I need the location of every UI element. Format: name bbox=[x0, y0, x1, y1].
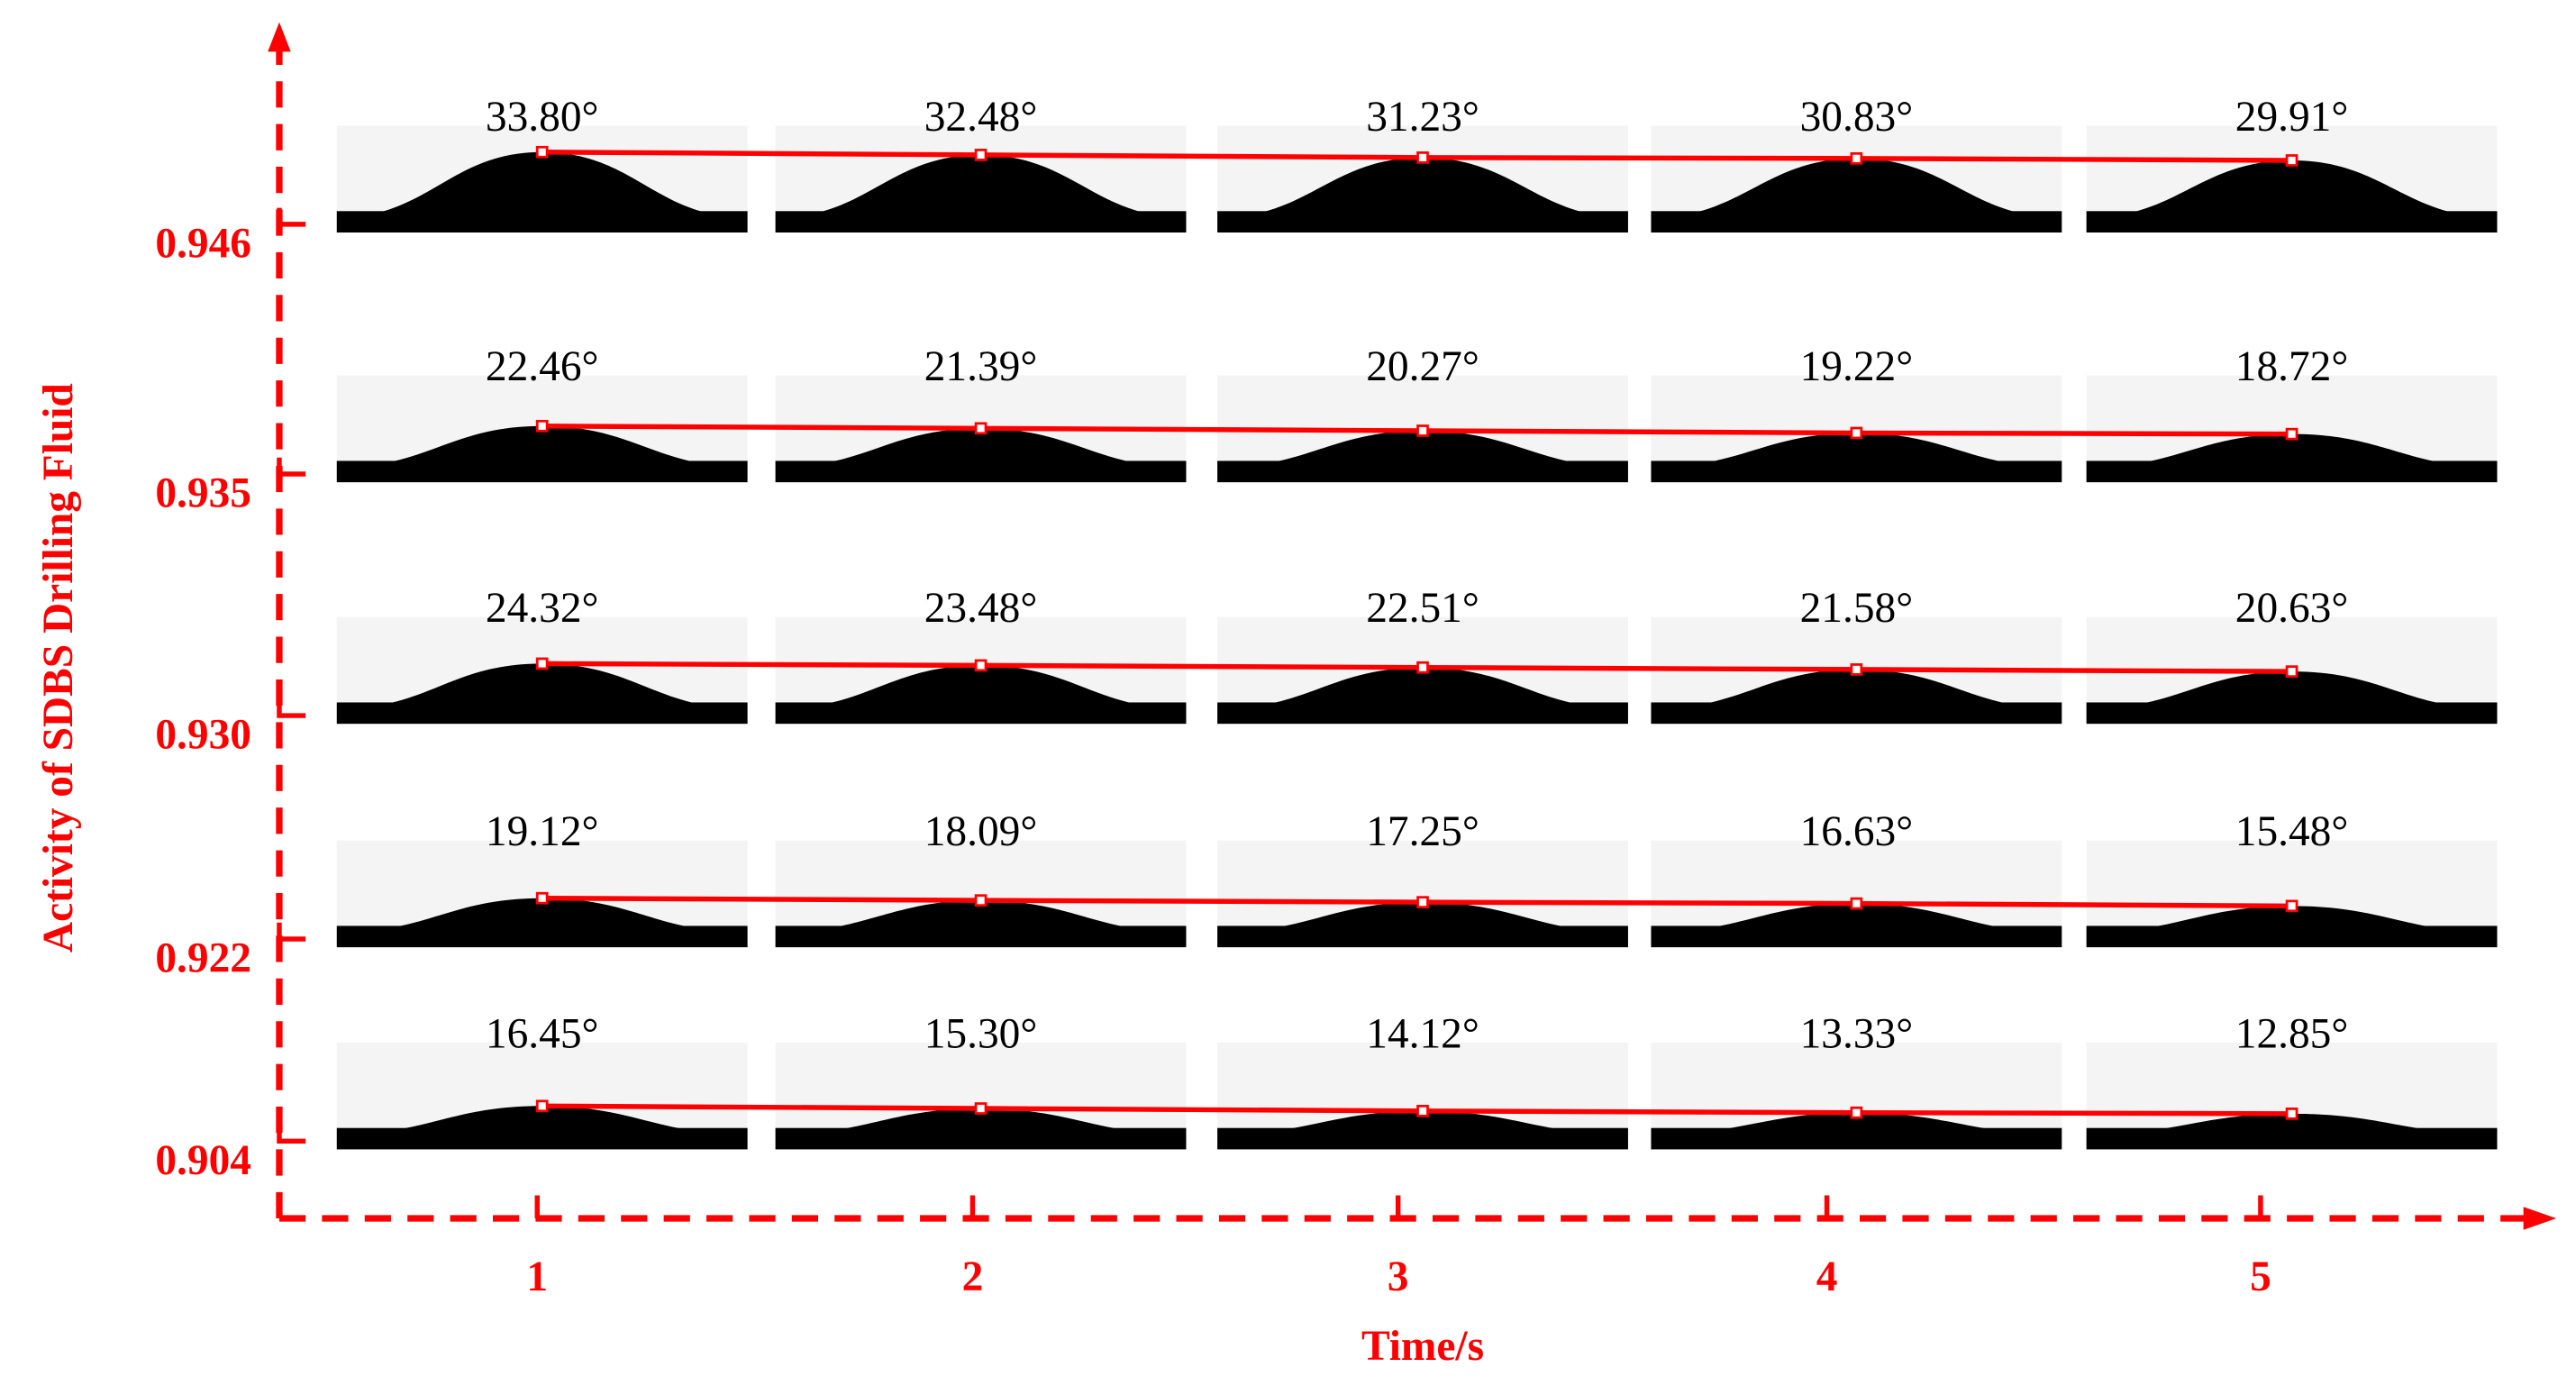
angle-label: 23.48° bbox=[924, 585, 1038, 632]
apex-marker bbox=[2285, 665, 2298, 678]
y-tick-label: 0.930 bbox=[155, 712, 251, 759]
apex-marker bbox=[1416, 151, 1429, 164]
droplet bbox=[1651, 903, 2062, 933]
droplet bbox=[336, 898, 748, 933]
x-axis-label: Time/s bbox=[1361, 1323, 1484, 1370]
droplet bbox=[775, 154, 1187, 218]
apex-marker bbox=[1850, 663, 1863, 676]
apex-marker bbox=[974, 422, 988, 435]
x-tick-label: 3 bbox=[1388, 1254, 1409, 1300]
x-tick-label: 2 bbox=[962, 1254, 984, 1300]
apex-marker bbox=[974, 1102, 988, 1115]
angle-label: 19.12° bbox=[486, 808, 599, 855]
y-axis-arrow bbox=[268, 22, 291, 52]
droplet bbox=[775, 428, 1187, 468]
angle-label: 31.23° bbox=[1366, 94, 1479, 141]
angle-label: 33.80° bbox=[486, 94, 599, 141]
droplet bbox=[2086, 160, 2498, 218]
x-axis-arrow bbox=[2523, 1207, 2557, 1230]
apex-marker bbox=[2285, 1108, 2298, 1120]
angle-label: 14.12° bbox=[1366, 1010, 1479, 1057]
apex-marker bbox=[2285, 899, 2298, 913]
apex-marker bbox=[535, 891, 549, 905]
droplet bbox=[1217, 430, 1628, 468]
angle-label: 29.91° bbox=[2235, 94, 2349, 141]
x-tick-label: 5 bbox=[2250, 1254, 2271, 1300]
y-tick bbox=[277, 1125, 306, 1144]
angle-label: 19.22° bbox=[1800, 343, 1914, 390]
angle-label: 12.85° bbox=[2235, 1010, 2349, 1057]
angle-label: 18.72° bbox=[2235, 343, 2349, 390]
apex-marker bbox=[535, 657, 549, 670]
y-tick-label: 0.922 bbox=[155, 935, 251, 981]
droplet bbox=[1217, 902, 1628, 933]
apex-marker bbox=[1850, 426, 1863, 440]
droplet bbox=[1217, 667, 1628, 709]
droplet bbox=[336, 151, 748, 218]
angle-label: 13.33° bbox=[1800, 1010, 1914, 1057]
droplet bbox=[1651, 158, 2062, 218]
droplet bbox=[1217, 1110, 1628, 1135]
droplet bbox=[1217, 157, 1628, 218]
droplet bbox=[1651, 433, 2062, 468]
x-tick-label: 4 bbox=[1816, 1254, 1838, 1300]
apex-marker bbox=[2285, 154, 2298, 167]
angle-label: 18.09° bbox=[924, 808, 1038, 855]
y-tick-label: 0.904 bbox=[155, 1137, 251, 1184]
apex-marker bbox=[974, 149, 988, 161]
y-tick bbox=[277, 698, 306, 718]
droplet bbox=[2086, 1113, 2498, 1135]
y-tick-label: 0.946 bbox=[155, 220, 251, 267]
x-tick-label: 1 bbox=[526, 1254, 548, 1300]
droplet bbox=[336, 663, 748, 709]
apex-marker bbox=[535, 1099, 549, 1113]
droplet bbox=[775, 1108, 1187, 1135]
apex-marker bbox=[1416, 896, 1429, 908]
apex-marker bbox=[535, 145, 549, 159]
angle-label: 30.83° bbox=[1800, 94, 1914, 141]
apex-marker bbox=[1850, 151, 1863, 165]
droplet bbox=[336, 425, 748, 468]
angle-label: 15.30° bbox=[924, 1010, 1038, 1057]
apex-marker bbox=[2285, 427, 2298, 441]
angle-label: 24.32° bbox=[486, 585, 599, 632]
apex-marker bbox=[1850, 1106, 1863, 1119]
droplet bbox=[336, 1106, 748, 1135]
angle-label: 22.51° bbox=[1366, 585, 1479, 632]
apex-marker bbox=[974, 894, 988, 907]
angle-label: 21.39° bbox=[924, 343, 1038, 390]
droplet bbox=[775, 900, 1187, 933]
droplet bbox=[2086, 433, 2498, 468]
angle-label: 22.46° bbox=[486, 343, 599, 390]
angle-label: 16.45° bbox=[486, 1010, 599, 1057]
apex-marker bbox=[1416, 1104, 1429, 1117]
y-tick bbox=[277, 457, 306, 477]
droplet bbox=[775, 665, 1187, 709]
y-tick bbox=[277, 207, 306, 227]
y-axis-label: Activity of SDBS Drilling Fluid bbox=[35, 383, 82, 953]
y-tick-label: 0.935 bbox=[155, 470, 251, 516]
y-tick bbox=[277, 922, 306, 942]
droplet bbox=[1651, 669, 2062, 709]
apex-marker bbox=[1850, 897, 1863, 910]
angle-label: 21.58° bbox=[1800, 585, 1914, 632]
angle-label: 16.63° bbox=[1800, 808, 1914, 855]
angle-label: 32.48° bbox=[924, 94, 1038, 141]
angle-label: 20.27° bbox=[1366, 343, 1479, 390]
angle-label: 20.63° bbox=[2235, 585, 2349, 632]
apex-marker bbox=[1416, 424, 1429, 437]
apex-marker bbox=[535, 419, 549, 433]
droplet bbox=[2086, 671, 2498, 709]
droplet bbox=[1651, 1112, 2062, 1135]
apex-marker bbox=[1416, 661, 1429, 674]
droplet bbox=[2086, 906, 2498, 933]
angle-label: 15.48° bbox=[2235, 808, 2349, 855]
angle-label: 17.25° bbox=[1366, 808, 1479, 855]
apex-marker bbox=[974, 659, 988, 672]
